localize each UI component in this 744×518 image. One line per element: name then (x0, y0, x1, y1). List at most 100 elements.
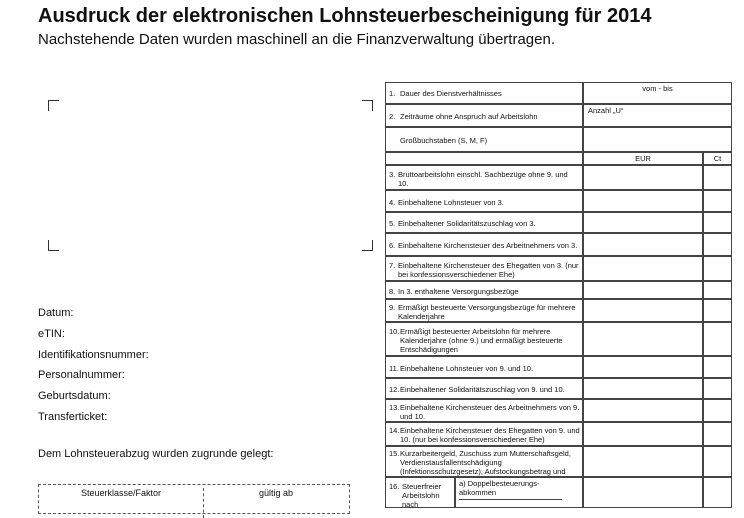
row-number: 13. (389, 402, 400, 412)
ct-cell (703, 322, 732, 356)
field-label: eTIN: (38, 327, 65, 340)
table-label-cell: 3. Bruttoarbeitslohn einschl. Sachbezüge … (385, 165, 583, 190)
ct-cell (703, 165, 732, 190)
table-label-cell: 16. Steuerfreier Arbeitslohn nach (385, 477, 455, 508)
basis-column: Steuerklasse/Faktor (39, 488, 204, 518)
table-label-cell: 15. Kurzarbeitergeld, Zuschuss zum Mutter… (385, 446, 583, 477)
currency-header: EUR (583, 152, 703, 165)
row-text: In 3. enthaltene Versorgungsbezüge (398, 286, 519, 296)
subtitle: Nachstehende Daten wurden maschinell an … (38, 31, 555, 48)
eur-cell (583, 422, 703, 446)
eur-cell (583, 299, 703, 322)
row-number: 11. (389, 363, 399, 373)
basis-column: gültig ab (258, 488, 294, 498)
eur-cell (583, 446, 703, 477)
row-text: Dauer des Dienstverhältnisses (400, 89, 502, 98)
table-label-cell: 4. Einbehaltene Lohnsteuer von 3. (385, 190, 583, 212)
ct-cell (703, 299, 732, 322)
field-label: Personalnummer: (38, 369, 125, 382)
eur-cell (583, 356, 703, 378)
field-label: Identifikationsnummer: (38, 348, 149, 361)
table-value-cell: Anzahl „U“ (583, 104, 732, 127)
row-number: 4. (389, 197, 396, 207)
row-number: 5. (389, 219, 396, 228)
corner-mark (48, 240, 59, 251)
table-label-cell: 14. Einbehaltene Kirchensteuer des Ehegat… (385, 422, 583, 446)
eur-cell (583, 233, 703, 256)
row-text: Großbuchstaben (S, M, F) (400, 135, 488, 145)
ct-cell (703, 378, 732, 399)
ct-cell (703, 256, 732, 281)
row-subtext: a) Doppelbesteuerungs-abkommen (459, 479, 562, 500)
row-number: 8. (389, 286, 396, 296)
ct-cell (703, 356, 732, 378)
eur-cell (583, 378, 703, 399)
eur-cell (583, 477, 703, 508)
row-text: Ermäßigt besteuerter Arbeitslohn für meh… (400, 326, 563, 354)
table-label-cell: 7. Einbehaltene Kirchensteuer des Ehegatt… (385, 256, 583, 281)
title: Ausdruck der elektronischen Lohnsteuerbe… (38, 5, 652, 27)
row-text: Einbehaltene Kirchensteuer des Arbeitneh… (400, 402, 580, 421)
eur-cell (583, 190, 703, 212)
ct-cell (703, 190, 732, 212)
row-number: 6. (389, 241, 396, 250)
corner-mark (362, 100, 373, 111)
ct-cell (703, 422, 732, 446)
field-label: Datum: (38, 307, 74, 319)
corner-mark (48, 100, 59, 111)
table-value-cell: vom - bis (583, 82, 732, 104)
table-label-cell: 13. Einbehaltene Kirchensteuer des Arbeit… (385, 399, 583, 422)
table-label-cell: 5. Einbehaltener Solidaritätszuschlag von… (385, 212, 583, 233)
table-label-cell: 12. Einbehaltener Solidaritätszuschlag vo… (385, 378, 583, 399)
row-number: 3. (389, 169, 396, 179)
row-number: 12. (389, 385, 400, 394)
basis-heading: Dem Lohnsteuerabzug wurden zugrunde gele… (38, 448, 274, 460)
row-number: 10. (389, 326, 400, 336)
row-text: Einbehaltene Lohnsteuer von 3. (398, 197, 504, 207)
row-number: 1. (389, 89, 396, 98)
ct-cell (703, 233, 732, 256)
eur-cell (583, 256, 703, 281)
row-text: Einbehaltener Solidaritätszuschlag von 3… (398, 219, 536, 228)
eur-cell (583, 212, 703, 233)
table-label-cell: Großbuchstaben (S, M, F) (385, 127, 583, 152)
table-label-cell: 1. Dauer des Dienstverhältnisses (385, 82, 583, 104)
basis-table: Steuerklasse/Faktor gültig ab (38, 484, 350, 518)
eur-cell (583, 281, 703, 299)
ct-cell (703, 477, 732, 508)
field-label: Geburtsdatum: (38, 390, 111, 403)
table-label-cell: 10. Ermäßigt besteuerter Arbeitslohn für … (385, 322, 583, 356)
table-value-cell (583, 127, 732, 152)
table-label-cell: 11. Einbehaltene Lohnsteuer von 9. und 10… (385, 356, 583, 378)
row-number: 2. (389, 111, 396, 121)
eur-cell (583, 322, 703, 356)
row-number: 9. (389, 302, 396, 312)
row-text: Zeiträume ohne Anspruch auf Arbeitslohn (400, 111, 538, 121)
row-text: Einbehaltene Kirchensteuer des Arbeitneh… (398, 241, 578, 250)
row-text: Kurzarbeitergeld, Zuschuss zum Muttersch… (400, 449, 571, 476)
table-label-cell: 9. Ermäßigt besteuerte Versorgungsbezüge … (385, 299, 583, 322)
ct-cell (703, 399, 732, 422)
row-text: Ermäßigt besteuerte Versorgungsbezüge fü… (398, 302, 576, 321)
row-text: Einbehaltene Kirchensteuer des Ehegatten… (400, 426, 580, 444)
table-label-cell: 8. In 3. enthaltene Versorgungsbezüge (385, 281, 583, 299)
row-text: Bruttoarbeitslohn einschl. Sachbezüge oh… (398, 169, 568, 188)
table-label-cell (385, 152, 583, 165)
ct-cell (703, 446, 732, 477)
ct-cell (703, 281, 732, 299)
row-text: Steuerfreier Arbeitslohn nach (402, 482, 442, 508)
ct-cell (703, 212, 732, 233)
corner-mark (362, 240, 373, 251)
table-label-cell: a) Doppelbesteuerungs-abkommen (455, 477, 583, 508)
currency-header: Ct (703, 152, 732, 165)
table-label-cell: 2. Zeiträume ohne Anspruch auf Arbeitsloh… (385, 104, 583, 127)
table-label-cell: 6. Einbehaltene Kirchensteuer des Arbeitn… (385, 233, 583, 256)
column-note: Anzahl „U“ (588, 106, 624, 115)
column-note: vom - bis (642, 84, 673, 93)
row-text: Einbehaltene Lohnsteuer von 9. und 10. (400, 363, 534, 373)
field-label: Transferticket: (38, 411, 108, 423)
eur-cell (583, 399, 703, 422)
row-text: Einbehaltener Solidaritätszuschlag von 9… (400, 385, 565, 394)
row-text: Einbehaltene Kirchensteuer des Ehegatten… (398, 260, 579, 279)
